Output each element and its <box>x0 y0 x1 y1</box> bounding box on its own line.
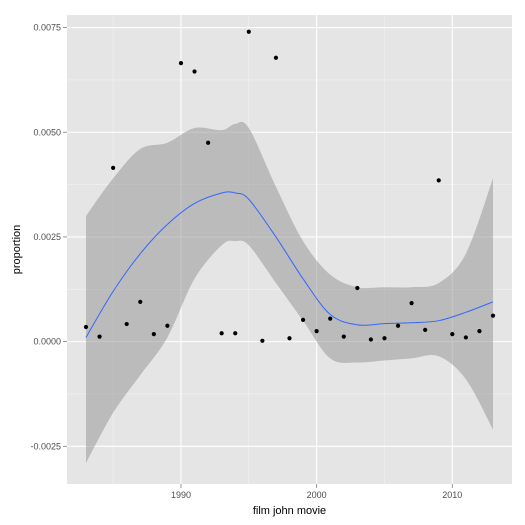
data-point <box>83 324 89 330</box>
y-tick-label: 0.0075 <box>33 23 61 33</box>
data-point <box>450 331 455 337</box>
y-tick-label: 0.0050 <box>33 127 61 137</box>
data-point <box>205 140 211 145</box>
data-point <box>341 334 346 339</box>
data-point <box>273 55 279 60</box>
data-point <box>490 313 496 318</box>
x-axis-title: film john movie <box>253 505 326 517</box>
data-point <box>382 336 387 341</box>
data-point <box>328 316 333 321</box>
data-point <box>409 301 414 306</box>
data-point <box>192 69 197 74</box>
major-gridlines <box>67 15 512 484</box>
data-point <box>97 334 102 339</box>
x-tick-label: 2010 <box>442 490 462 500</box>
data-point <box>165 323 170 328</box>
data-point <box>314 329 319 334</box>
data-point <box>246 29 251 34</box>
y-tick-label: 0.0025 <box>33 232 61 242</box>
data-point <box>368 337 374 342</box>
data-point <box>463 335 468 340</box>
x-tick-label: 1990 <box>171 490 191 500</box>
data-point <box>423 327 428 332</box>
smooth-line <box>85 191 494 338</box>
data-point <box>395 323 401 328</box>
data-point <box>178 61 184 66</box>
y-tick-label: 0.0000 <box>33 337 61 347</box>
data-point <box>111 165 116 170</box>
data-point <box>477 329 482 334</box>
data-point <box>124 321 129 327</box>
data-point <box>300 317 306 322</box>
data-point <box>219 331 224 336</box>
minor-gridlines <box>67 15 512 484</box>
data-point <box>260 338 265 343</box>
data-point <box>138 299 143 304</box>
data-point <box>151 331 156 337</box>
data-point <box>287 336 292 341</box>
data-point <box>233 331 238 336</box>
data-point <box>355 285 360 291</box>
data-points <box>83 29 496 343</box>
y-axis-title: proportion <box>11 225 23 275</box>
x-axis-ticks: 1990 2000 2010 <box>171 484 462 500</box>
y-axis-ticks: -0.0025 0.0000 0.0025 0.0050 0.0075 <box>30 23 67 451</box>
y-tick-label: -0.0025 <box>30 441 61 451</box>
x-tick-label: 2000 <box>307 490 327 500</box>
data-point <box>436 178 441 183</box>
